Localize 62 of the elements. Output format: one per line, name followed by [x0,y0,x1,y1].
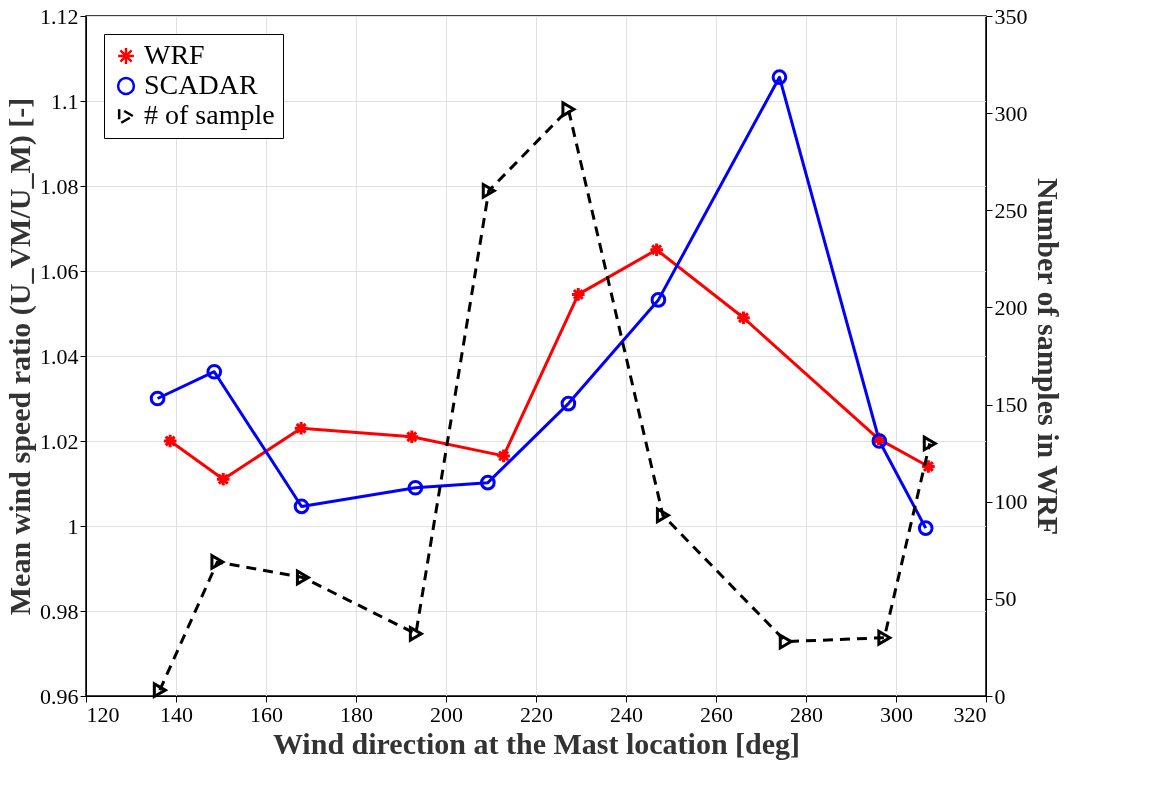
point [295,569,310,586]
point [735,309,752,326]
y2-tick-label: 200 [994,294,1028,320]
point [215,471,232,488]
y-tick-label: 0.96 [40,683,79,709]
y-axis-title: Mean wind speed ratio (U_VM/U_M) [-] [3,97,37,616]
legend-label: SCADAR [144,69,258,100]
point [481,183,496,199]
y-tick-label: 1 [67,513,79,539]
point [403,428,420,445]
y2-tick-label: 150 [994,392,1028,418]
point [495,448,512,464]
point [570,286,587,303]
y2-tick-label: 100 [994,489,1028,515]
y2-axis-title: Number of samples in WRF [1031,177,1065,536]
y-tick-label: 1.02 [40,428,79,454]
y2-tick-label: 300 [994,100,1028,126]
point [771,69,788,86]
point [560,395,577,412]
y-tick-label: 0.98 [40,598,79,624]
x-axis-title: Wind direction at the Mast location [deg] [272,726,801,760]
point [408,626,423,642]
y-tick-label: 1.06 [40,258,79,284]
point [655,507,670,524]
y-tick-label: 1.04 [40,343,79,369]
point [206,363,223,380]
point [293,420,309,437]
x-tick-label: 160 [250,701,283,727]
point [778,633,793,650]
point [210,554,225,570]
y-tick-label: 1.08 [40,173,79,199]
x-tick-label: 180 [340,701,373,727]
point [162,433,178,449]
point [561,101,576,118]
legend-label: # of sample [144,99,275,130]
point [407,479,424,496]
point [149,390,166,407]
point [920,458,937,475]
point [293,498,310,515]
x-tick-label: 260 [700,701,733,727]
point [648,241,665,258]
point [650,292,667,308]
y-tick-label: 1.12 [40,3,79,29]
point [480,474,496,491]
x-tick-label: 220 [520,701,553,727]
x-tick-label: 120 [86,701,120,727]
point [922,435,937,452]
x-tick-label: 280 [790,701,823,727]
x-tick-label: 240 [610,701,643,727]
point [152,682,167,698]
point [877,629,892,646]
x-tick-label: 140 [160,701,193,727]
y-tick-label: 1.1 [51,88,79,114]
x-tick-label: 320 [953,701,987,727]
point [917,520,934,536]
y2-tick-label: 350 [994,3,1028,29]
legend-label: WRF [144,39,205,70]
y2-tick-label: 0 [994,683,1006,709]
x-tick-label: 200 [430,701,463,727]
y2-tick-label: 50 [994,586,1017,612]
x-tick-label: 300 [880,701,913,727]
y2-tick-label: 250 [994,197,1028,223]
